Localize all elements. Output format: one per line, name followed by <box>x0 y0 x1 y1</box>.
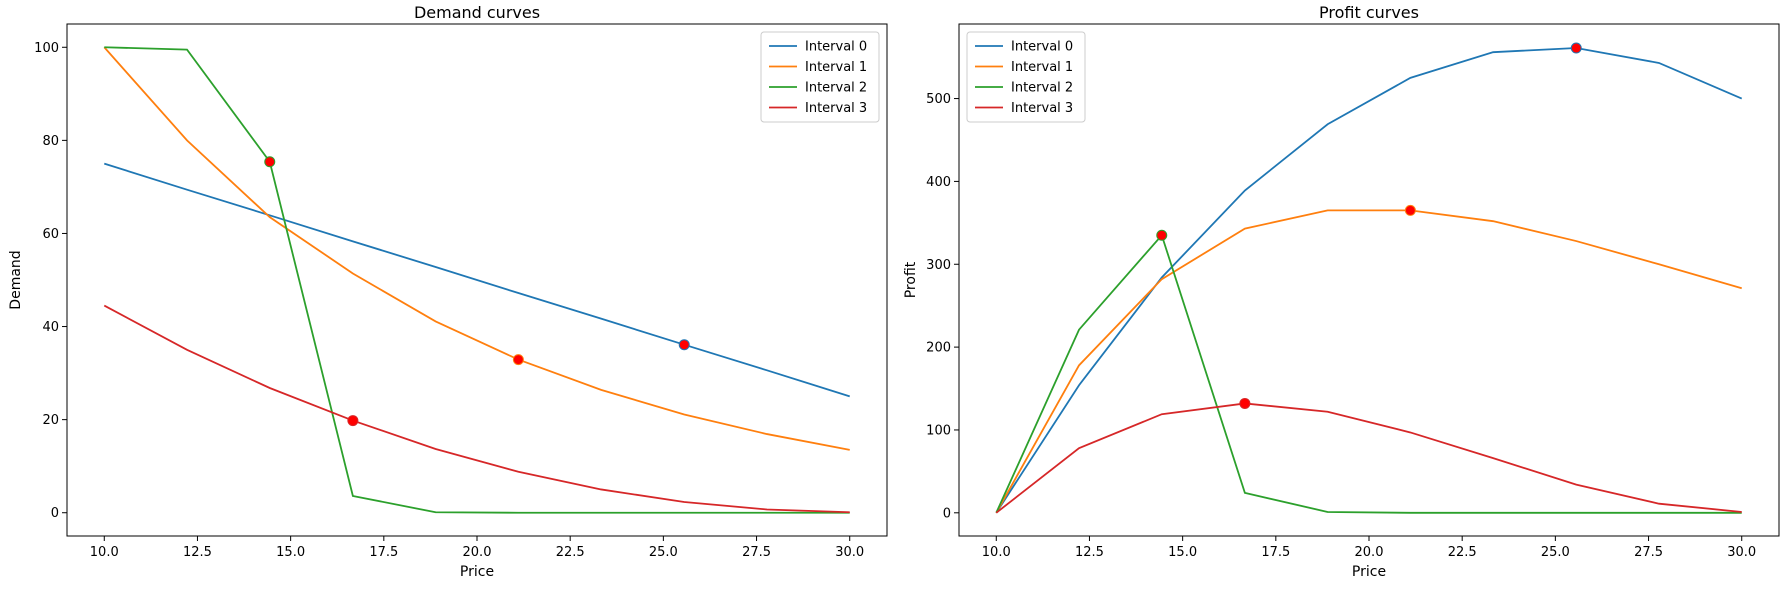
optimal-point-interval-1 <box>1404 204 1416 216</box>
x-tick-label: 22.5 <box>1448 545 1477 560</box>
series-line-interval-0 <box>103 162 851 398</box>
y-tick-label: 400 <box>926 175 951 190</box>
series-line-interval-0 <box>995 47 1743 514</box>
y-tick-label: 20 <box>42 413 59 428</box>
x-tick-label: 25.0 <box>1541 545 1570 560</box>
series-line-interval-2 <box>104 46 850 514</box>
y-tick-label: 80 <box>42 134 59 149</box>
optimal-point-interval-1 <box>512 354 524 366</box>
series-line-interval-2 <box>995 233 1742 514</box>
x-tick-label: 22.5 <box>556 545 585 560</box>
x-tick-label: 15.0 <box>276 545 305 560</box>
y-axis-label: Profit <box>903 261 919 298</box>
optimal-point-interval-3 <box>1239 397 1251 409</box>
x-axis-label: Price <box>1352 564 1386 580</box>
y-tick-label: 100 <box>926 423 951 438</box>
legend-label: Interval 0 <box>805 40 867 55</box>
optimal-point-interval-0 <box>1570 42 1582 54</box>
optimal-point-interval-2 <box>1156 229 1168 241</box>
series-line-interval-3 <box>995 402 1742 514</box>
series-line-interval-1 <box>103 46 850 451</box>
x-tick-label: 30.0 <box>1727 545 1756 560</box>
optimal-point-interval-3 <box>347 415 359 427</box>
chart-panel-1: Profit curves 10.0 12.5 15.0 17.5 20.0 22.5 25.… <box>903 3 1780 580</box>
y-tick-label: 300 <box>926 258 951 273</box>
x-tick-label: 27.5 <box>1634 545 1663 560</box>
x-tick-label: 10.0 <box>90 545 119 560</box>
legend: Interval 0 Interval 1 Interval 2 Interval 3 <box>760 31 880 123</box>
legend: Interval 0 Interval 1 Interval 2 Interval 3 <box>966 31 1086 123</box>
optimal-point-interval-0 <box>678 339 690 351</box>
x-tick-label: 30.0 <box>835 545 864 560</box>
y-tick-label: 0 <box>943 506 951 521</box>
legend-label: Interval 3 <box>805 101 867 116</box>
chart-title: Profit curves <box>1319 3 1419 22</box>
legend-box <box>966 31 1086 123</box>
x-tick-label: 10.0 <box>982 545 1011 560</box>
y-tick-label: 60 <box>42 227 59 242</box>
chart-panel-0: Demand curves 10.0 12.5 15.0 17.5 20.0 22.5 25.… <box>8 3 888 580</box>
series-line-interval-1 <box>995 209 1742 514</box>
x-tick-label: 20.0 <box>463 545 492 560</box>
legend-label: Interval 0 <box>1011 40 1073 55</box>
x-tick-label: 20.0 <box>1355 545 1384 560</box>
y-tick-label: 40 <box>42 320 59 335</box>
x-tick-label: 15.0 <box>1168 545 1197 560</box>
y-tick-label: 500 <box>926 92 951 107</box>
chart-title: Demand curves <box>414 3 540 22</box>
x-tick-label: 25.0 <box>649 545 678 560</box>
x-tick-label: 27.5 <box>742 545 771 560</box>
x-tick-label: 12.5 <box>1075 545 1104 560</box>
legend-label: Interval 3 <box>1011 101 1073 116</box>
legend-label: Interval 1 <box>1011 60 1073 75</box>
optimal-point-interval-2 <box>264 156 276 168</box>
legend-label: Interval 2 <box>805 81 867 96</box>
legend-box <box>760 31 880 123</box>
x-tick-label: 12.5 <box>183 545 212 560</box>
legend-label: Interval 2 <box>1011 81 1073 96</box>
y-axis-label: Demand <box>8 250 24 309</box>
y-tick-label: 100 <box>34 41 59 56</box>
x-axis-label: Price <box>460 564 494 580</box>
x-tick-label: 17.5 <box>369 545 398 560</box>
series-line-interval-3 <box>103 304 850 514</box>
x-tick-label: 17.5 <box>1261 545 1290 560</box>
y-tick-label: 200 <box>926 341 951 356</box>
y-tick-label: 0 <box>51 506 59 521</box>
legend-label: Interval 1 <box>805 60 867 75</box>
